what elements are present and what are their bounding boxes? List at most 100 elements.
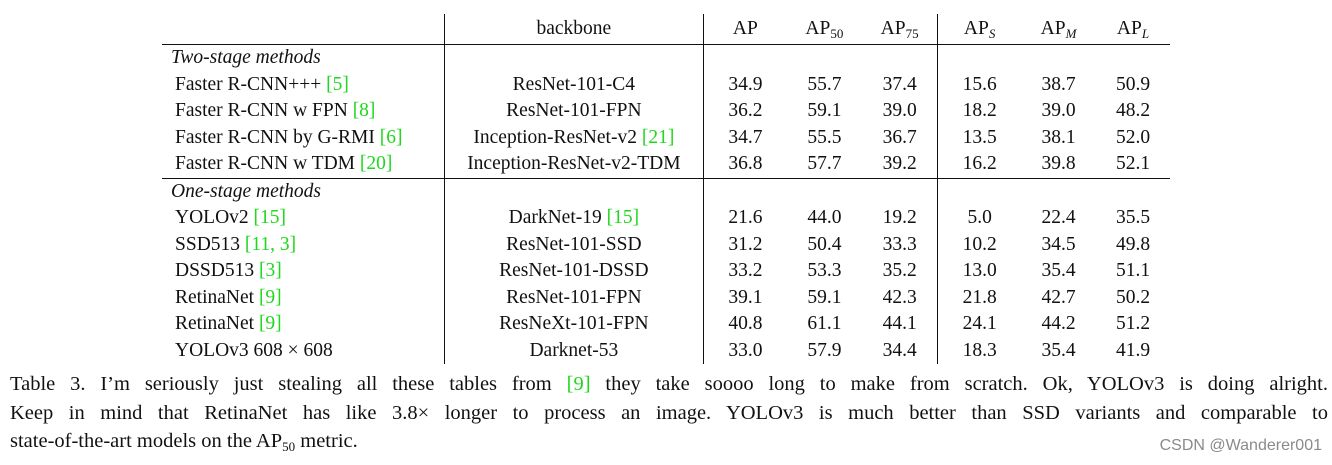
citation-link[interactable]: [11, 3] bbox=[244, 233, 297, 255]
ap-cell: 34.9 bbox=[702, 71, 787, 98]
aps-cell-best: 24.1 bbox=[937, 311, 1022, 338]
apm-cell: 35.4 bbox=[1041, 260, 1076, 281]
backbone-cell: DarkNet-19 [15] bbox=[443, 205, 704, 232]
table-row: Faster R-CNN+++ [5] ResNet-101-C4 34.9 5… bbox=[162, 71, 1170, 98]
method-cell: Faster R-CNN+++ [5] bbox=[175, 73, 349, 95]
ap-cell: 36.2 bbox=[702, 98, 787, 125]
apl-cell: 50.2 bbox=[1115, 286, 1151, 308]
apm-cell: 22.4 bbox=[1041, 207, 1076, 228]
apl-cell: 41.9 bbox=[1115, 339, 1151, 361]
group-row-two-stage: Two-stage methods bbox=[162, 44, 1170, 72]
backbone-cell: ResNet-101-DSSD bbox=[443, 258, 704, 285]
table-row: YOLOv3 608 × 608 Darknet-53 33.0 57.9 34… bbox=[162, 337, 1170, 364]
citation-link[interactable]: [3] bbox=[258, 260, 282, 281]
ap-cell-best: 40.8 bbox=[702, 311, 787, 338]
apl-cell: 35.5 bbox=[1115, 207, 1151, 228]
aps-cell: 15.6 bbox=[937, 71, 1022, 98]
ap-cell: 34.7 bbox=[702, 124, 787, 151]
ap75-cell: 35.2 bbox=[882, 260, 917, 281]
apm-cell: 38.1 bbox=[1041, 126, 1076, 148]
apl-cell: 50.9 bbox=[1115, 73, 1151, 95]
ap50-cell: 53.3 bbox=[807, 260, 842, 281]
citation-link[interactable]: [15] bbox=[606, 207, 640, 228]
backbone-cell: Inception-ResNet-v2 [21] bbox=[443, 124, 704, 151]
apl-cell: 51.1 bbox=[1115, 260, 1151, 281]
header-apm: APM bbox=[1040, 17, 1077, 41]
table-caption: Table 3. I’m seriously just stealing all… bbox=[10, 370, 1328, 456]
header-ap50: AP50 bbox=[805, 17, 844, 41]
backbone-cell: ResNet-101-FPN bbox=[443, 284, 704, 311]
ap75-cell: 37.4 bbox=[882, 73, 917, 95]
table-header-row: backbone AP AP50 AP75 APS APM APL bbox=[162, 14, 1170, 45]
backbone-cell: ResNet-101-FPN bbox=[443, 98, 704, 125]
ap50-cell: 55.7 bbox=[807, 73, 842, 95]
method-cell: RetinaNet [9] bbox=[175, 313, 282, 334]
backbone-cell: Darknet-53 bbox=[443, 337, 704, 364]
ap50-cell: 44.0 bbox=[807, 207, 842, 228]
ap50-cell: 57.7 bbox=[807, 153, 842, 174]
table-row: Faster R-CNN w FPN [8] ResNet-101-FPN 36… bbox=[162, 98, 1170, 125]
aps-cell: 18.3 bbox=[937, 337, 1022, 364]
citation-link[interactable]: [9] bbox=[566, 373, 591, 395]
aps-cell: 13.0 bbox=[937, 258, 1022, 285]
aps-cell: 10.2 bbox=[937, 231, 1022, 258]
citation-link[interactable]: [5] bbox=[326, 73, 349, 95]
group-label: Two-stage methods bbox=[171, 47, 321, 68]
citation-link[interactable]: [6] bbox=[379, 126, 403, 148]
citation-link[interactable]: [9] bbox=[258, 313, 282, 334]
group-row-one-stage: One-stage methods bbox=[162, 178, 1170, 205]
caption-line: Table 3. I’m seriously just stealing all… bbox=[10, 373, 1328, 395]
ap75-cell-best: 44.1 bbox=[882, 313, 917, 334]
ap75-cell: 39.2 bbox=[882, 153, 917, 174]
aps-cell: 5.0 bbox=[937, 205, 1022, 232]
group-label: One-stage methods bbox=[171, 180, 322, 202]
ap-cell: 33.2 bbox=[702, 258, 787, 285]
apm-cell: 34.5 bbox=[1041, 233, 1076, 255]
ap50-cell: 55.5 bbox=[807, 126, 842, 148]
backbone-cell: Inception-ResNet-v2-TDM bbox=[443, 151, 704, 178]
apl-cell: 49.8 bbox=[1115, 233, 1151, 255]
method-cell: RetinaNet [9] bbox=[175, 286, 282, 308]
ap50-cell-best: 61.1 bbox=[807, 313, 842, 334]
backbone-cell: ResNet-101-SSD bbox=[443, 231, 704, 258]
apm-cell: 42.7 bbox=[1041, 286, 1076, 308]
table-row: YOLOv2 [15] DarkNet-19 [15] 21.6 44.0 19… bbox=[162, 205, 1170, 232]
aps-cell: 21.8 bbox=[937, 284, 1022, 311]
citation-link[interactable]: [15] bbox=[253, 207, 287, 228]
apm-cell: 38.7 bbox=[1041, 73, 1076, 95]
apl-cell-best: 52.1 bbox=[1115, 153, 1151, 174]
header-aps: APS bbox=[937, 14, 1022, 45]
citation-link[interactable]: [20] bbox=[359, 153, 393, 174]
ap50-cell: 59.1 bbox=[807, 286, 842, 308]
apm-cell: 39.0 bbox=[1041, 100, 1076, 121]
apl-cell: 52.0 bbox=[1115, 126, 1151, 148]
header-ap75: AP75 bbox=[880, 17, 919, 41]
ap75-cell: 19.2 bbox=[882, 207, 917, 228]
method-cell: SSD513 [11, 3] bbox=[175, 233, 297, 255]
method-cell: Faster R-CNN w TDM [20] bbox=[175, 153, 393, 174]
ap75-cell: 36.7 bbox=[882, 126, 917, 148]
ap-cell: 36.8 bbox=[702, 151, 787, 178]
header-method bbox=[162, 14, 444, 45]
aps-cell: 16.2 bbox=[937, 151, 1022, 178]
citation-link[interactable]: [8] bbox=[352, 100, 376, 121]
aps-cell: 13.5 bbox=[937, 124, 1022, 151]
apl-cell: 48.2 bbox=[1115, 100, 1151, 121]
method-cell: YOLOv3 608 × 608 bbox=[175, 339, 333, 361]
citation-link[interactable]: [21] bbox=[641, 126, 675, 148]
header-ap: AP bbox=[702, 14, 787, 45]
ap50-cell: 50.4 bbox=[807, 233, 842, 255]
ap75-cell: 33.3 bbox=[882, 233, 917, 255]
citation-link[interactable]: [9] bbox=[258, 286, 282, 308]
ap50-cell: 57.9 bbox=[807, 339, 842, 361]
ap-cell: 31.2 bbox=[702, 231, 787, 258]
method-cell: Faster R-CNN by G-RMI [6] bbox=[175, 126, 403, 148]
ap-cell: 33.0 bbox=[702, 337, 787, 364]
backbone-cell: ResNeXt-101-FPN bbox=[443, 311, 704, 338]
header-apl: APL bbox=[1116, 17, 1150, 41]
results-table: backbone AP AP50 AP75 APS APM APL Two-st… bbox=[162, 14, 1170, 364]
caption-line: state-of-the-art models on the AP50 metr… bbox=[10, 430, 358, 454]
method-cell: YOLOv2 [15] bbox=[175, 207, 287, 228]
table-row: DSSD513 [3] ResNet-101-DSSD 33.2 53.3 35… bbox=[162, 258, 1170, 285]
method-cell: DSSD513 [3] bbox=[175, 260, 282, 281]
